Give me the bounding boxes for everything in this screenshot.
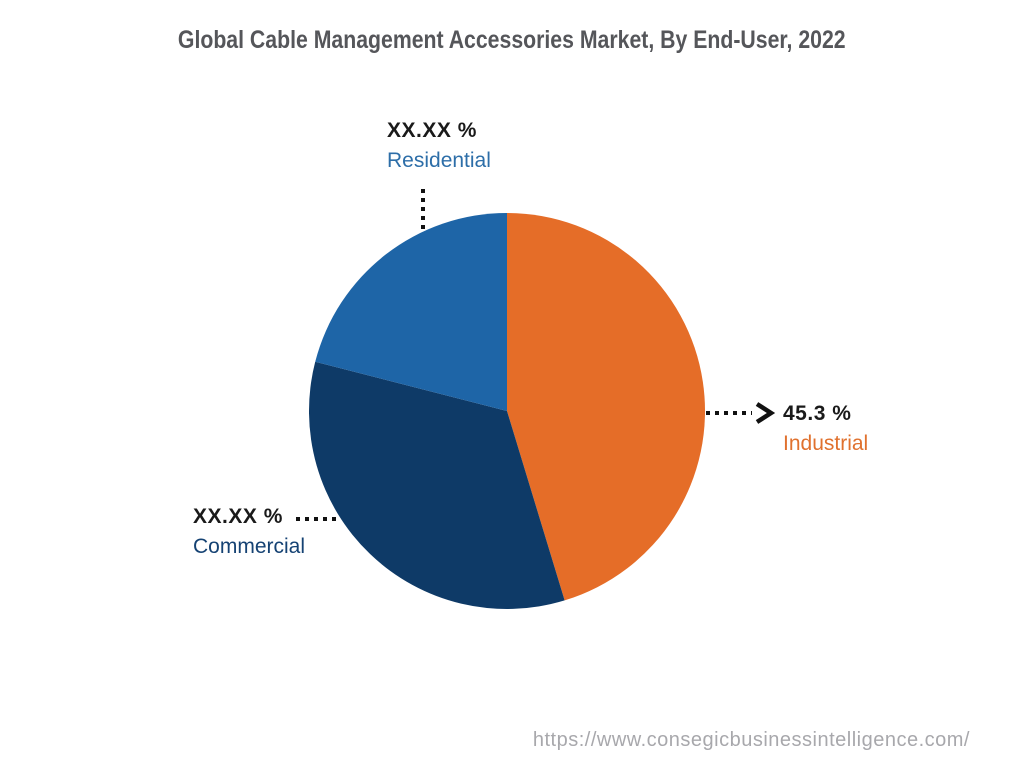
industrial-name-label: Industrial [783,432,869,455]
pie-slice-commercial [308,361,565,610]
pie-slice-industrial [507,213,706,601]
callout-commercial: XX.XX % Commercial [193,502,305,562]
callout-residential: XX.XX % Residential [387,116,491,176]
chart-title: Global Cable Management Accessories Mark… [0,26,1024,55]
callout-industrial: 45.3 % Industrial [783,399,868,459]
commercial-value-label: XX.XX % [193,505,283,528]
arrow-head-icon [755,402,776,424]
pie-slice-residential [315,213,507,411]
source-url: https://www.consegicbusinessintelligence… [532,729,970,751]
industrial-value-label: 45.3 % [783,402,852,425]
residential-value-label: XX.XX % [387,119,477,142]
commercial-name-label: Commercial [193,535,306,558]
pie-slices-group [308,213,706,610]
chart-title-text: Global Cable Management Accessories Mark… [178,26,846,54]
residential-name-label: Residential [387,149,491,172]
